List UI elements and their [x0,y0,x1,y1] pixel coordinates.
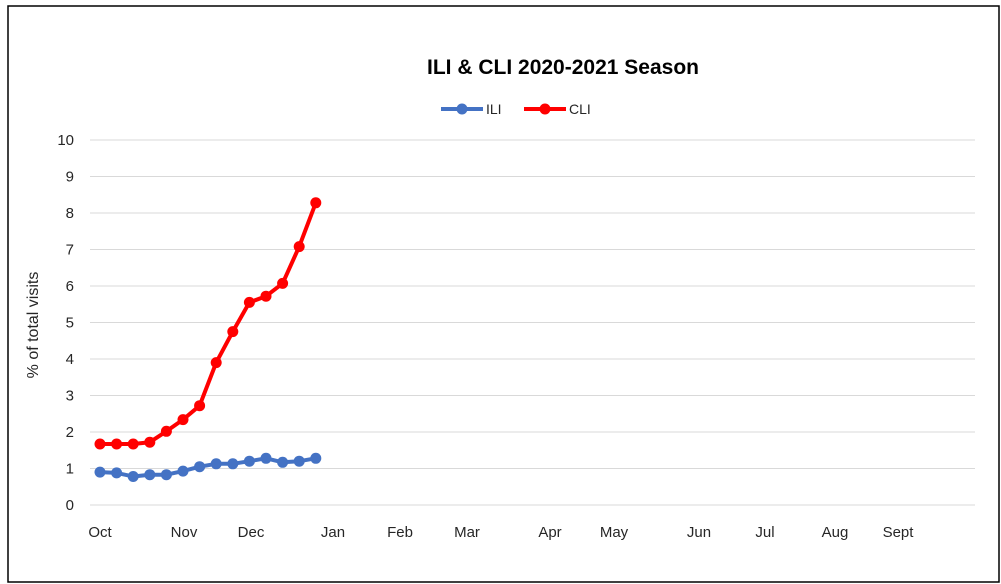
y-tick-label: 9 [66,169,74,186]
y-axis-ticks: 0 1 2 3 4 5 6 7 8 9 10 [57,132,74,514]
data-point-cli [210,357,222,369]
data-point-ili [227,458,239,470]
legend-label: ILI [486,101,502,117]
data-point-cli [160,425,172,437]
data-point-cli [94,438,106,450]
chart-border [7,5,1000,583]
data-point-cli [194,400,206,412]
data-point-cli [293,241,305,253]
legend-swatch-marker [456,103,468,115]
data-point-ili [160,469,172,481]
x-tick-label: Sept [883,524,915,541]
x-tick-label: Dec [238,524,265,541]
x-tick-label: Mar [454,524,480,541]
legend-swatch-marker [539,103,551,115]
y-tick-label: 1 [66,461,74,478]
data-point-cli [227,326,239,338]
data-point-ili [277,456,289,468]
x-tick-label: Jan [321,524,345,541]
y-tick-label: 4 [66,351,74,368]
x-tick-label: Jun [687,524,711,541]
data-point-ili [177,465,189,477]
series-group [94,197,322,482]
data-point-ili [111,467,123,479]
y-tick-label: 0 [66,497,74,514]
y-tick-label: 3 [66,388,74,405]
data-point-ili [144,469,156,481]
chart-title: ILI & CLI 2020-2021 Season [427,56,699,79]
data-point-cli [277,277,289,289]
data-point-ili [260,452,272,464]
y-tick-label: 5 [66,315,74,332]
y-tick-label: 2 [66,424,74,441]
legend-label: CLI [569,101,591,117]
x-tick-label: Nov [171,524,198,541]
y-tick-label: 8 [66,205,74,222]
y-tick-label: 7 [66,242,74,259]
data-point-ili [194,461,206,473]
x-tick-label: Oct [88,524,112,541]
x-tick-label: Aug [822,524,849,541]
data-point-cli [310,197,322,209]
data-point-cli [260,290,272,302]
x-axis-ticks: Oct Nov Dec Jan Feb Mar Apr May Jun Jul Aug Sept [88,524,914,541]
y-axis-title: % of total visits [25,272,42,379]
data-point-ili [210,458,222,470]
data-point-cli [111,438,123,450]
data-point-ili [310,452,322,464]
data-point-ili [94,466,106,478]
data-point-cli [177,414,189,426]
y-tick-label: 10 [57,132,74,149]
x-tick-label: Jul [755,524,774,541]
x-tick-label: May [600,524,629,541]
x-tick-label: Apr [538,524,561,541]
data-point-cli [243,296,255,308]
data-point-ili [293,455,305,467]
x-tick-label: Feb [387,524,413,541]
data-point-ili [243,455,255,467]
data-point-ili [127,471,139,482]
data-point-cli [144,436,156,448]
y-tick-label: 6 [66,278,74,295]
data-point-cli [127,438,139,450]
legend: ILI CLI [441,101,591,117]
